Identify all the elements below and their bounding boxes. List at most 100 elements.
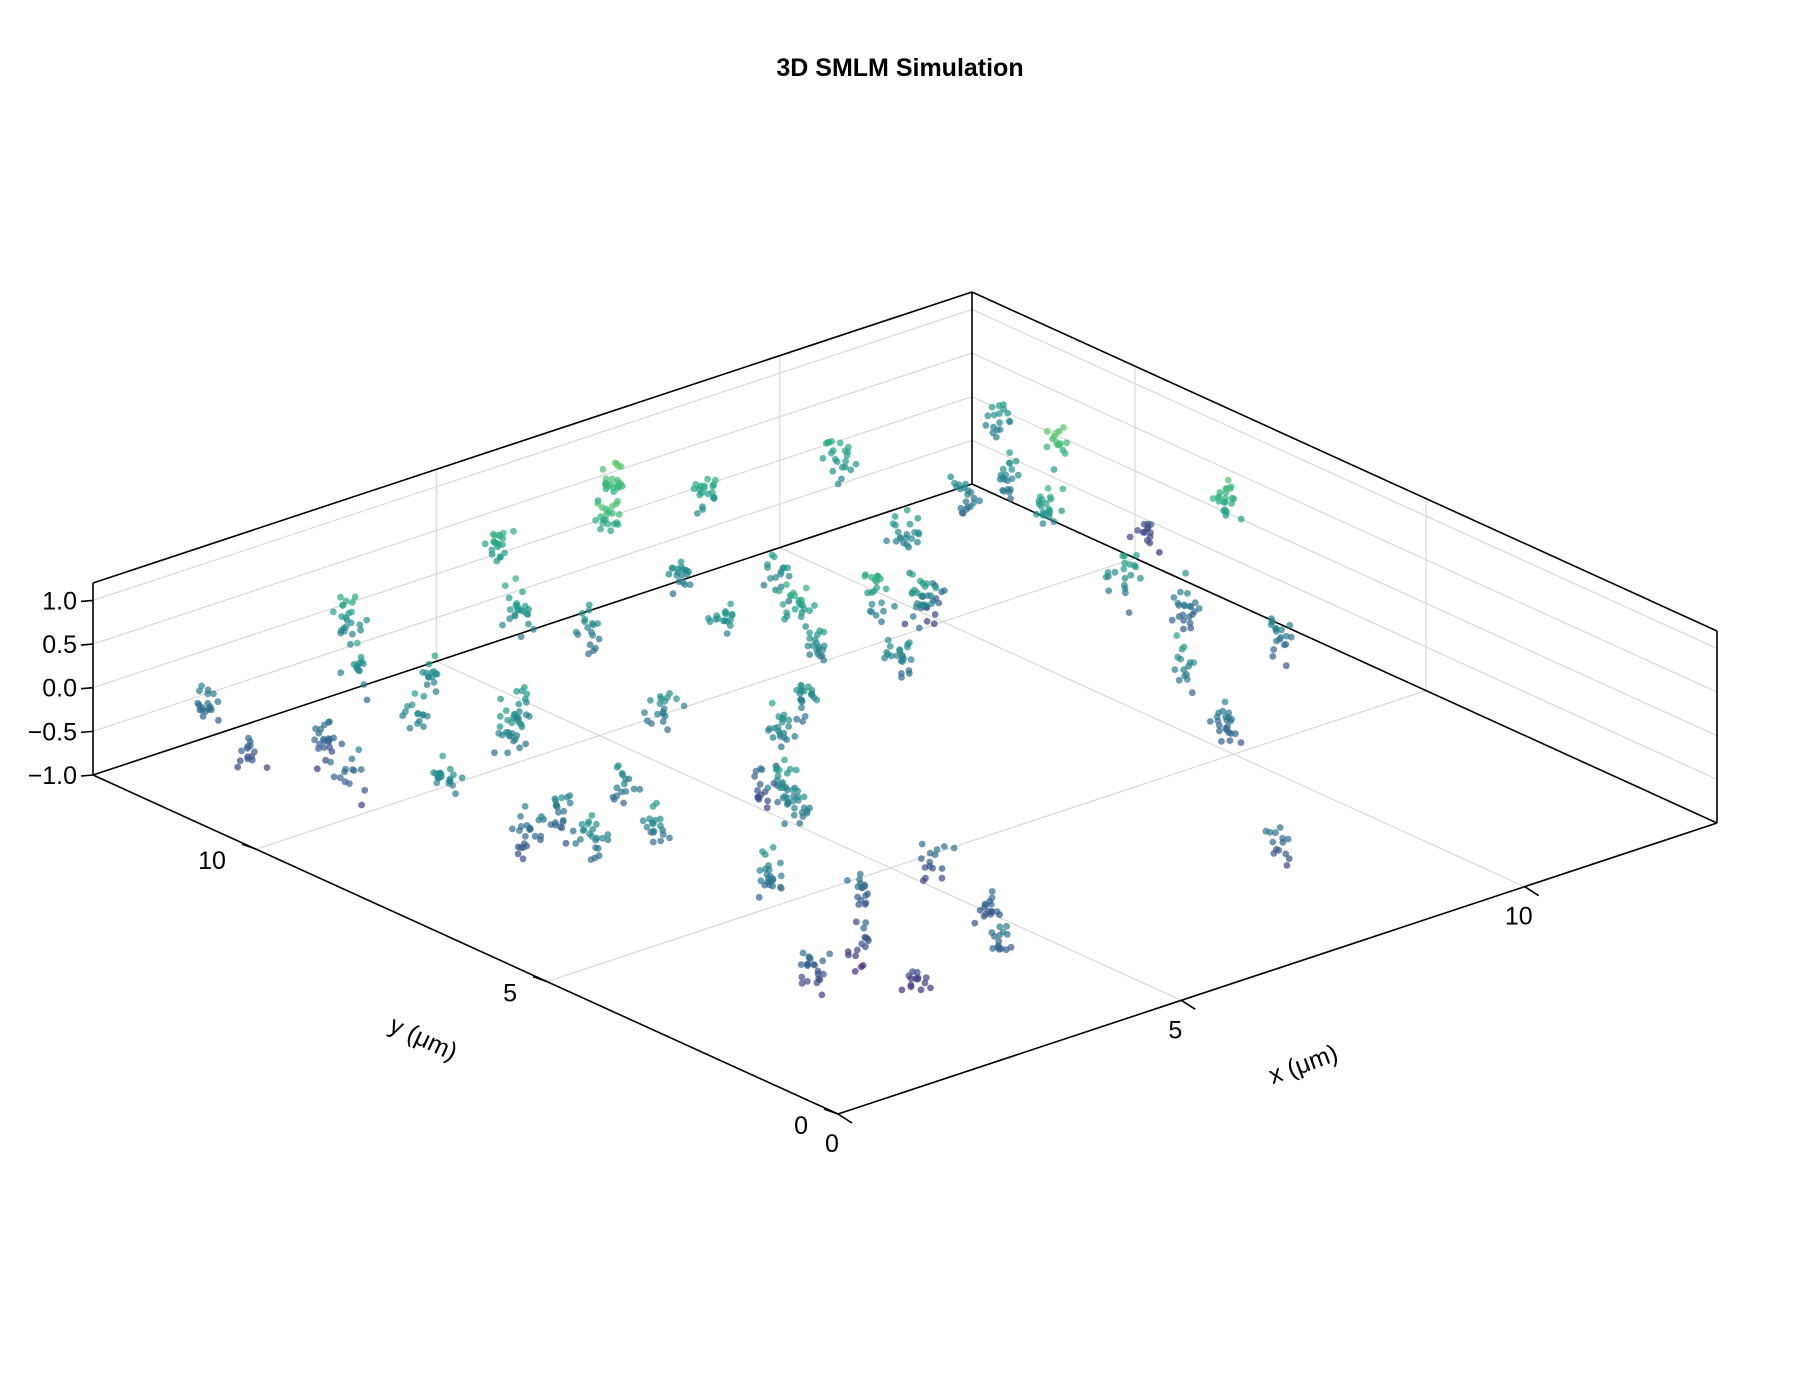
data-point (1180, 625, 1187, 633)
y-tick-mark (241, 843, 257, 850)
data-point (615, 762, 622, 769)
grid-line-floor-x (779, 547, 1525, 888)
data-point (1282, 850, 1290, 858)
data-point (608, 502, 616, 510)
data-point (349, 598, 356, 606)
data-point (1170, 594, 1178, 601)
data-point (1121, 559, 1129, 567)
data-point (751, 772, 758, 780)
data-point (820, 628, 828, 636)
data-point (199, 712, 207, 720)
data-point (585, 650, 592, 658)
data-point (764, 784, 772, 792)
data-point (802, 623, 810, 630)
data-point (1237, 739, 1245, 746)
data-point (574, 631, 582, 638)
data-point (355, 746, 363, 754)
data-point (1060, 424, 1067, 431)
data-point (933, 846, 941, 853)
box-edge (92, 291, 973, 584)
data-point (1155, 549, 1163, 556)
data-point (700, 482, 708, 490)
data-point (931, 611, 939, 618)
data-point (1191, 599, 1199, 607)
data-point (537, 832, 545, 840)
data-point (594, 620, 602, 627)
data-point (665, 570, 673, 578)
data-point (643, 823, 651, 831)
data-point (995, 945, 1003, 953)
data-point (852, 952, 859, 960)
data-point (595, 852, 603, 860)
data-point (346, 780, 353, 787)
data-point (804, 642, 812, 650)
data-point (907, 656, 915, 663)
data-point (584, 820, 592, 828)
data-point (356, 621, 364, 629)
data-point (430, 679, 438, 686)
data-point (756, 867, 764, 874)
data-point (602, 475, 610, 483)
data-point (696, 491, 704, 499)
data-point (1267, 621, 1275, 628)
data-point (504, 749, 511, 757)
data-point (1174, 599, 1182, 607)
data-point (683, 571, 691, 578)
data-point (758, 766, 766, 773)
data-point (315, 729, 323, 737)
data-point (783, 794, 791, 802)
data-point (964, 491, 971, 498)
data-point (1104, 569, 1112, 576)
data-point (248, 756, 256, 764)
data-point (781, 820, 788, 828)
data-point (502, 729, 510, 736)
data-point (525, 605, 532, 613)
data-point (1006, 417, 1013, 425)
data-point (923, 617, 931, 625)
box-edge (837, 822, 1718, 1115)
data-point (996, 410, 1003, 417)
data-point (982, 910, 990, 918)
data-point (608, 475, 616, 483)
data-point (588, 833, 596, 840)
data-point (856, 876, 863, 883)
data-point (1105, 587, 1113, 595)
data-point (597, 525, 604, 533)
data-point (921, 979, 929, 987)
data-point (792, 766, 800, 774)
x-axis-label: x (μm) (1265, 1039, 1342, 1090)
data-point (414, 710, 421, 718)
data-point (1224, 476, 1232, 484)
data-point (960, 484, 968, 492)
data-point (586, 641, 594, 649)
data-point (630, 785, 638, 793)
data-point (989, 945, 997, 952)
data-point (666, 834, 673, 842)
z-tick-label: −0.5 (28, 718, 77, 746)
data-point (754, 787, 761, 794)
chart-title: 3D SMLM Simulation (776, 54, 1023, 82)
data-point (781, 615, 788, 623)
data-point (1121, 574, 1129, 582)
data-point (988, 888, 996, 895)
data-point (508, 730, 516, 737)
data-point (599, 465, 607, 473)
data-point (1223, 485, 1231, 492)
data-point (432, 670, 440, 678)
data-point (727, 600, 734, 608)
data-point (1007, 495, 1014, 503)
data-point (517, 813, 524, 820)
data-point (909, 571, 916, 578)
data-point (1190, 659, 1198, 666)
data-point (501, 549, 508, 557)
data-point (991, 932, 998, 940)
data-point (1003, 922, 1010, 930)
data-point (813, 696, 821, 704)
data-point (420, 692, 428, 700)
data-point (970, 499, 978, 507)
data-point (1224, 723, 1231, 730)
data-point (803, 584, 810, 592)
data-point (198, 682, 206, 690)
data-point (1216, 727, 1223, 735)
data-point (329, 608, 337, 616)
